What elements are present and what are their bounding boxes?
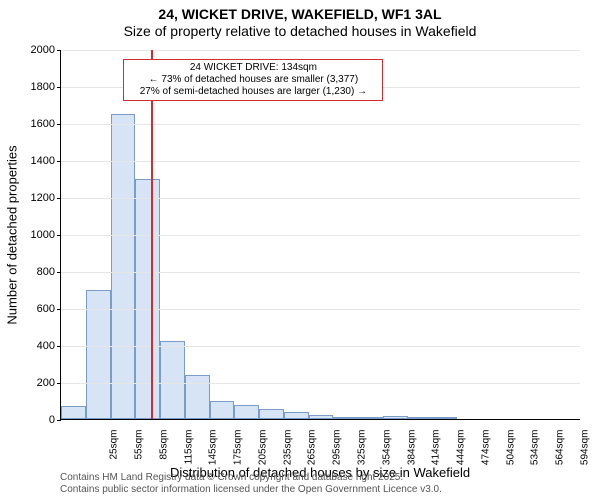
ytick-mark [57,87,61,88]
ytick-label: 600 [5,303,55,315]
ytick-label: 1800 [5,81,55,93]
gridline [61,346,580,347]
ytick-mark [57,50,61,51]
gridline [61,235,580,236]
address-line: 24, WICKET DRIVE, WAKEFIELD, WF1 3AL [0,6,600,22]
ytick-label: 1000 [5,229,55,241]
annotation-line: 24 WICKET DRIVE: 134sqm [128,62,378,74]
plot-region: 020040060080010001200140016001800200025s… [60,50,580,420]
histogram-bar [61,406,86,419]
footer-line-2: Contains public sector information licen… [60,484,442,496]
histogram-bar [432,417,457,419]
ytick-label: 1200 [5,192,55,204]
gridline [61,50,580,51]
title-block: 24, WICKET DRIVE, WAKEFIELD, WF1 3AL Siz… [0,0,600,39]
histogram-bar [383,416,408,419]
histogram-bar [284,412,309,419]
annotation-line: 27% of semi-detached houses are larger (… [128,86,378,98]
gridline [61,383,580,384]
chart-area: Number of detached properties 0200400600… [60,50,580,420]
histogram-bar [160,341,185,419]
ytick-mark [57,124,61,125]
ytick-label: 800 [5,266,55,278]
histogram-bar [333,417,358,419]
histogram-bar [358,417,383,419]
ytick-mark [57,309,61,310]
ytick-mark [57,383,61,384]
annotation-box: 24 WICKET DRIVE: 134sqm← 73% of detached… [123,59,383,101]
histogram-bar [111,114,136,419]
gridline [61,161,580,162]
footer-line-1: Contains HM Land Registry data © Crown c… [60,472,442,484]
ytick-label: 1600 [5,118,55,130]
histogram-bar [408,417,433,419]
ytick-label: 200 [5,377,55,389]
xtick-label: 594sqm [579,430,590,474]
gridline [61,198,580,199]
ytick-mark [57,346,61,347]
ytick-label: 2000 [5,44,55,56]
ytick-mark [57,420,61,421]
gridline [61,124,580,125]
histogram-bar [210,401,235,419]
ytick-mark [57,272,61,273]
ytick-label: 400 [5,340,55,352]
gridline [61,309,580,310]
ytick-label: 1400 [5,155,55,167]
ytick-label: 0 [5,414,55,426]
histogram-bar [234,405,259,419]
histogram-bar [259,409,284,419]
histogram-bar [309,415,334,419]
subtitle-line: Size of property relative to detached ho… [0,23,600,39]
annotation-line: ← 73% of detached houses are smaller (3,… [128,74,378,86]
ytick-mark [57,198,61,199]
ytick-mark [57,161,61,162]
footer-attribution: Contains HM Land Registry data © Crown c… [60,472,442,496]
ytick-mark [57,235,61,236]
histogram-bar [185,375,210,419]
gridline [61,272,580,273]
property-marker-line [151,50,153,419]
